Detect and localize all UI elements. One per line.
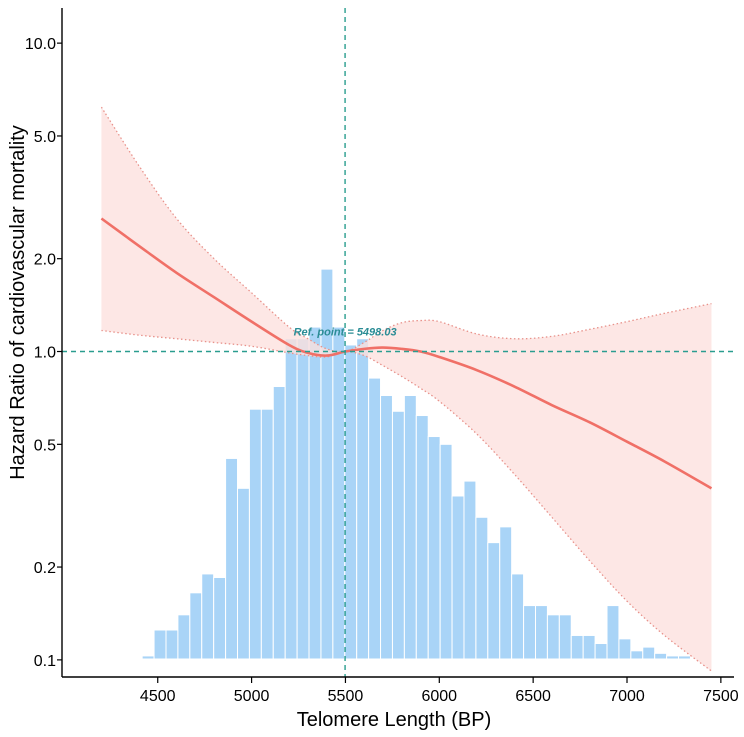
histogram-bar [558, 614, 572, 660]
histogram-bar [666, 655, 680, 660]
histogram-bar [380, 395, 393, 660]
histogram-bar [570, 634, 584, 660]
x-tick-label: 5000 [234, 688, 270, 705]
histogram-bar [523, 605, 536, 660]
y-tick-label: 10.0 [25, 36, 56, 53]
y-tick-label: 2.0 [34, 252, 56, 269]
histogram-bar [546, 614, 560, 660]
histogram-bar [642, 646, 656, 660]
histogram-bar [368, 377, 382, 660]
y-tick-label: 0.1 [34, 653, 56, 670]
histogram-bar [534, 605, 548, 660]
histogram-bar [356, 338, 370, 660]
histogram-bar [511, 573, 525, 660]
histogram-bar [499, 526, 513, 660]
x-tick-label: 7500 [703, 688, 739, 705]
x-tick-label: 4500 [140, 688, 176, 705]
histogram-bar [189, 592, 203, 660]
histogram-bar [213, 576, 227, 660]
histogram-bar [403, 395, 417, 660]
reference-point-label: Ref. point = 5498.03 [294, 327, 397, 339]
histogram-bar [284, 338, 298, 660]
histogram-bar [427, 436, 441, 660]
y-axis-title: Hazard Ratio of cardiovascular mortality [7, 125, 29, 480]
histogram-bar [141, 655, 155, 660]
histogram-bar [594, 643, 608, 660]
histogram-bar [165, 629, 179, 660]
histogram-bar [678, 655, 691, 660]
confidence-lower-line [101, 329, 712, 672]
histogram-bar [332, 326, 346, 660]
histogram-bar [225, 457, 239, 660]
histogram-bar [606, 605, 620, 660]
histogram-bar [237, 487, 250, 660]
histogram-bar [308, 326, 322, 660]
y-tick-label: 5.0 [34, 129, 56, 146]
histogram-bar [260, 408, 274, 660]
confidence-band [101, 107, 712, 672]
histogram-bar [344, 344, 358, 660]
histogram-bar [201, 573, 215, 660]
histogram-bar [654, 652, 668, 660]
histogram-bar [475, 516, 489, 660]
y-tick-label: 1.0 [34, 345, 56, 362]
histogram-bar [582, 634, 596, 660]
hazard-ratio-line [100, 217, 713, 490]
histogram-bar [415, 415, 429, 660]
histogram-bar [391, 410, 405, 660]
histogram-bar [451, 495, 465, 660]
y-tick-label: 0.5 [34, 437, 56, 454]
axes: 0.1 0.2 0.5 1.0 2.0 5.0 10.0 4500 5000 5500 6000 65… [25, 8, 739, 705]
histogram-bar [439, 443, 453, 660]
histogram-bar [630, 650, 644, 660]
histogram-bar [463, 480, 477, 660]
histogram-bar [487, 542, 501, 660]
x-tick-label: 7000 [609, 688, 645, 705]
histogram-bar [248, 408, 262, 660]
x-tick-label: 6000 [421, 688, 457, 705]
histogram-bar [272, 386, 286, 660]
x-tick-label: 6500 [515, 688, 551, 705]
histogram-bar [296, 338, 310, 660]
x-axis-title: Telomere Length (BP) [297, 709, 492, 731]
histogram-bar [177, 614, 191, 660]
confidence-upper-line [100, 106, 712, 353]
x-tick-label: 5500 [328, 688, 364, 705]
histogram-bar [153, 629, 167, 660]
y-tick-label: 0.2 [34, 560, 56, 577]
histogram-bar [618, 638, 632, 660]
